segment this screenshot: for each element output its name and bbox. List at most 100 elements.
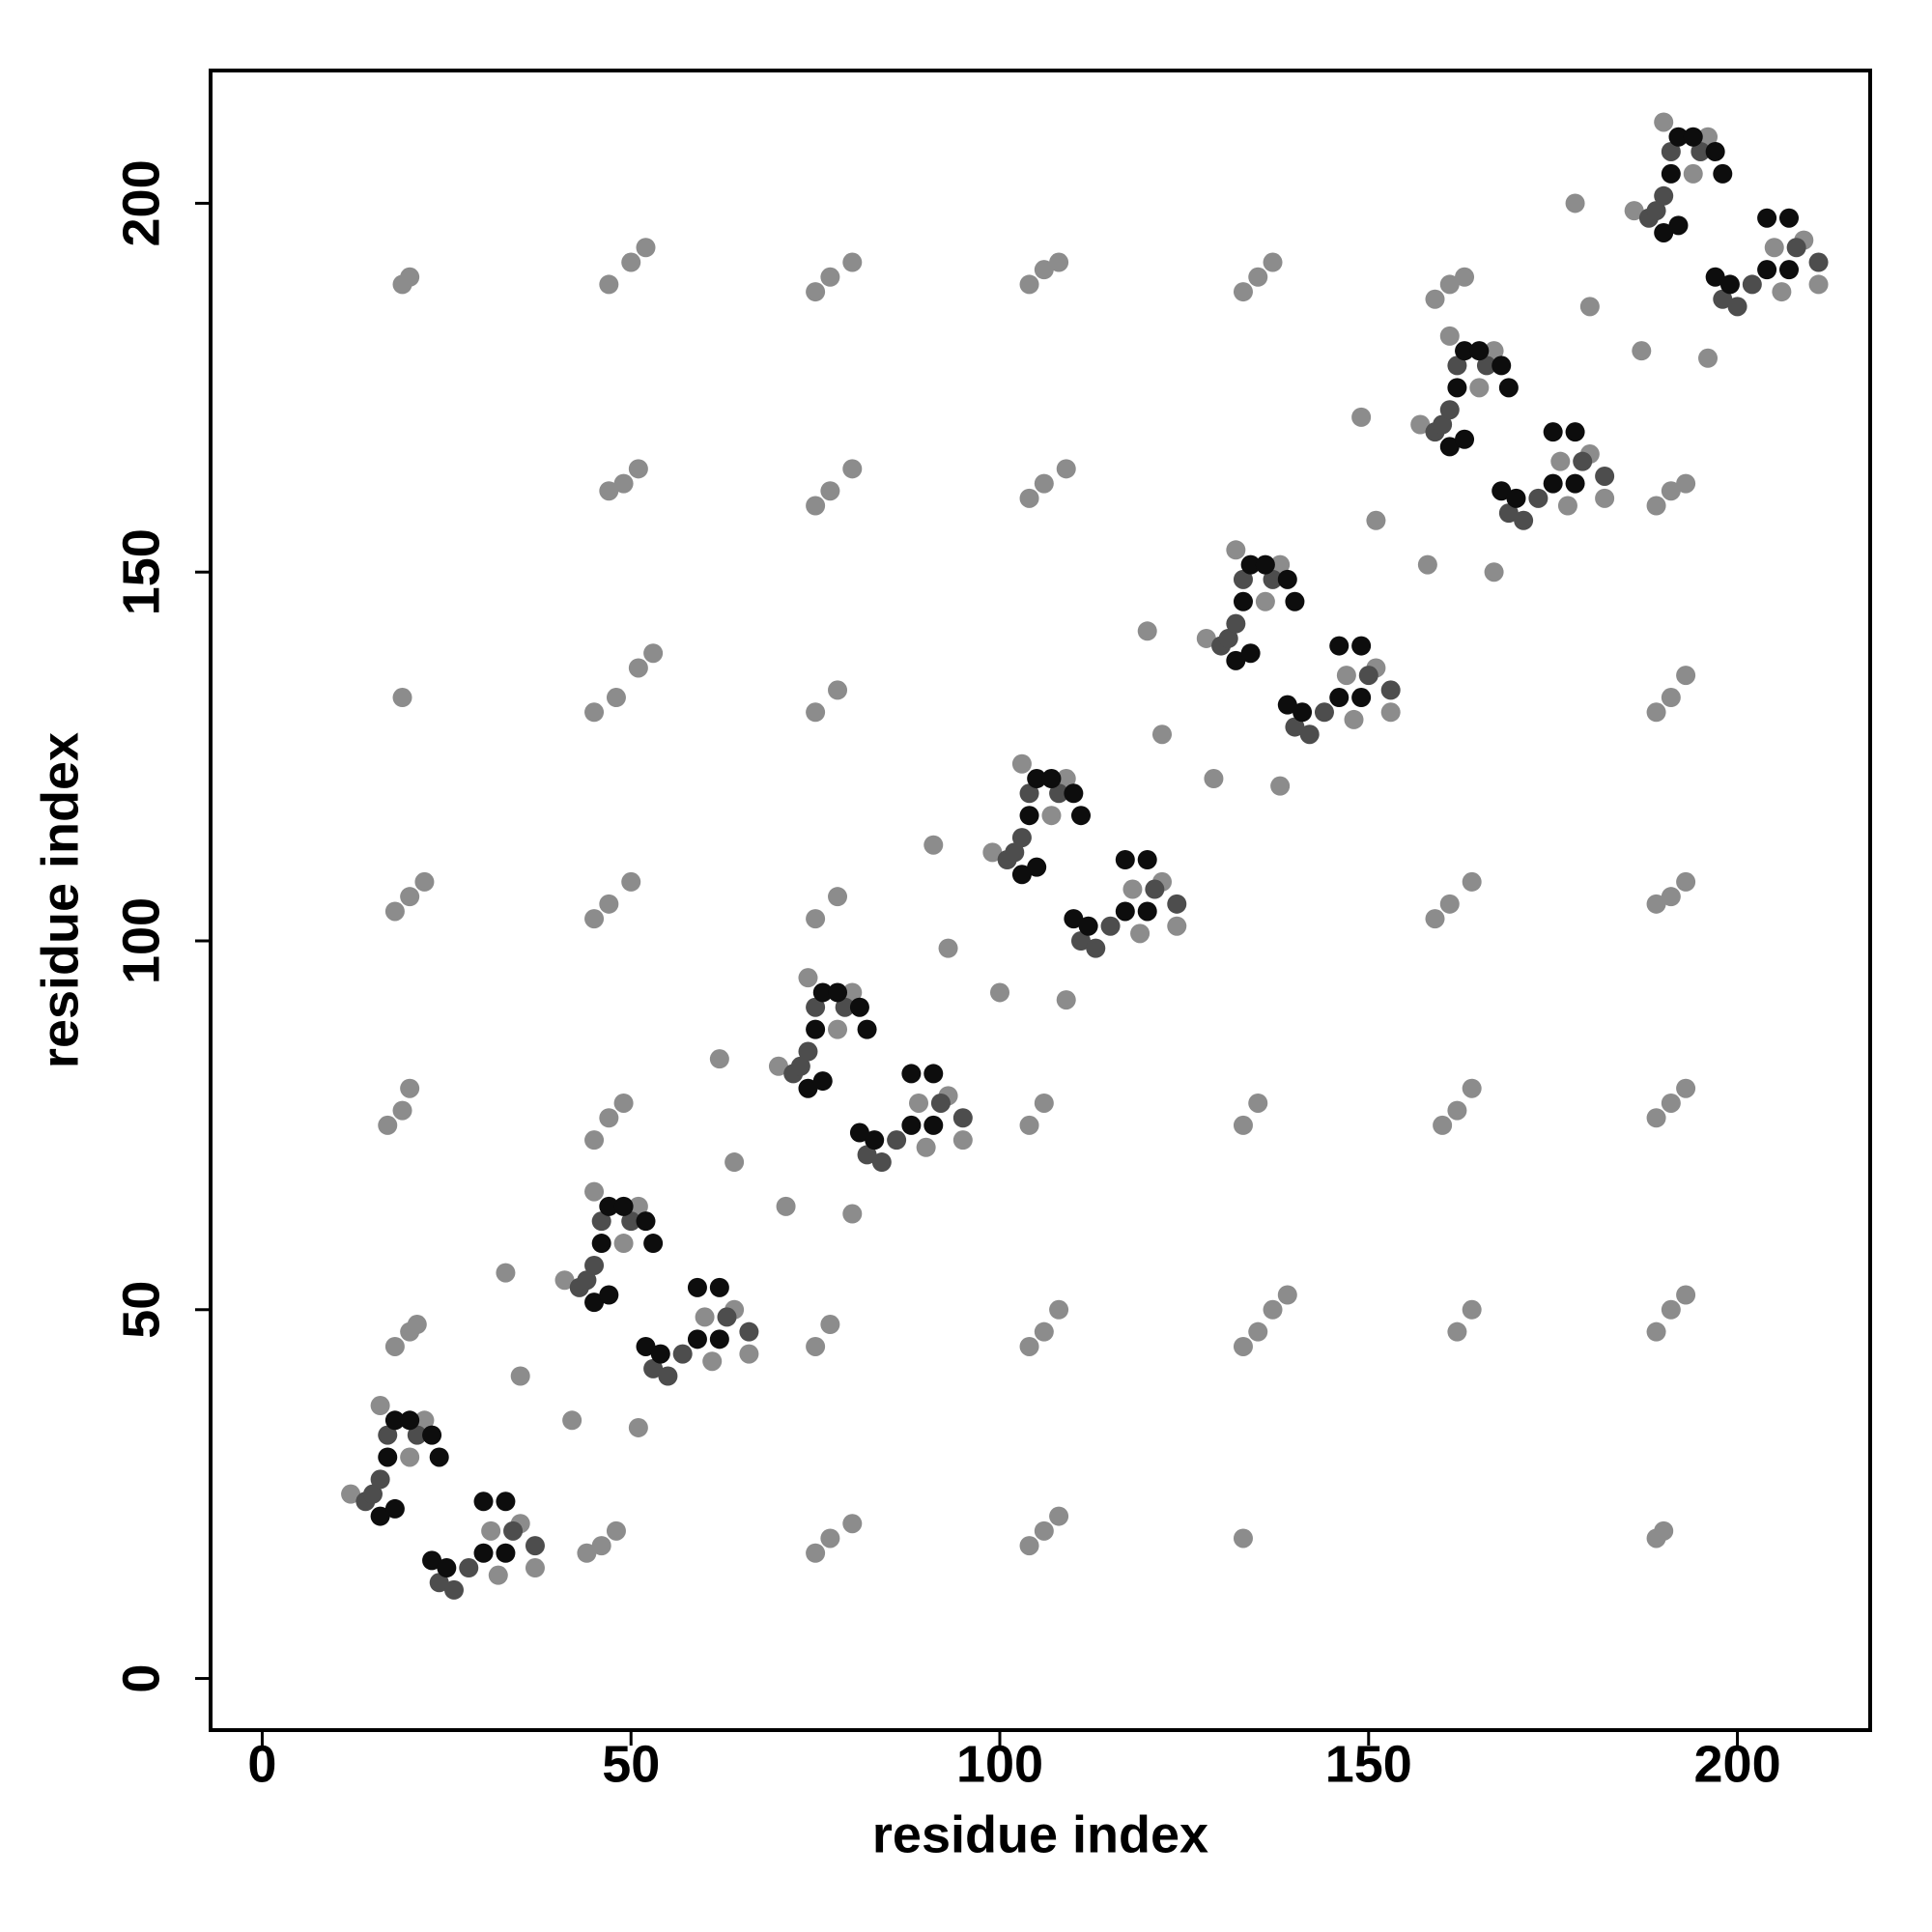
point	[1705, 141, 1725, 161]
point	[1462, 1299, 1482, 1320]
point	[1233, 1528, 1253, 1548]
point	[429, 1573, 449, 1593]
point	[1565, 422, 1585, 442]
point	[1226, 613, 1246, 634]
point	[768, 1056, 788, 1076]
point	[1484, 341, 1504, 361]
point	[1351, 636, 1372, 656]
point	[378, 1447, 398, 1467]
y-axis-title: residue index	[31, 732, 89, 1068]
point	[1661, 688, 1681, 708]
point	[1447, 355, 1467, 376]
point	[459, 1558, 479, 1578]
point	[1336, 666, 1356, 686]
point	[599, 894, 619, 914]
point	[562, 1410, 582, 1431]
point	[584, 1255, 605, 1275]
point	[1661, 887, 1681, 907]
point	[717, 1307, 737, 1327]
point	[1676, 666, 1696, 686]
point	[1277, 695, 1297, 715]
point	[370, 1469, 390, 1490]
point	[1439, 437, 1460, 457]
point	[1019, 1115, 1039, 1135]
point	[621, 1211, 641, 1232]
point	[599, 1108, 619, 1128]
point	[613, 1234, 634, 1254]
point	[1476, 355, 1496, 376]
point	[1654, 112, 1674, 132]
point	[1145, 879, 1165, 899]
point	[1808, 252, 1829, 272]
point	[577, 1270, 597, 1291]
point	[400, 887, 420, 907]
point	[1277, 569, 1297, 589]
point	[790, 1056, 810, 1076]
point	[1557, 496, 1577, 516]
point	[990, 982, 1010, 1003]
point	[1019, 488, 1039, 508]
point	[1455, 267, 1475, 287]
point	[1646, 1321, 1666, 1342]
point	[1772, 282, 1792, 302]
point	[599, 1196, 619, 1216]
point	[1646, 496, 1666, 516]
point	[577, 1543, 597, 1563]
point	[1595, 466, 1615, 486]
point	[400, 267, 420, 287]
point	[1011, 865, 1032, 885]
point	[1462, 871, 1482, 892]
point	[1248, 267, 1268, 287]
point	[1786, 238, 1806, 258]
point	[1263, 569, 1283, 589]
point	[1676, 1285, 1696, 1305]
point	[1380, 680, 1401, 700]
point	[613, 1196, 634, 1216]
point	[1218, 628, 1238, 648]
point	[1543, 473, 1563, 494]
point	[776, 1196, 796, 1216]
point	[429, 1447, 449, 1467]
point	[384, 1336, 405, 1356]
point	[1344, 709, 1364, 729]
point	[1498, 503, 1519, 524]
point	[384, 1498, 405, 1519]
point	[695, 1307, 715, 1327]
y-tick-label: 200	[112, 159, 170, 246]
point	[806, 1543, 826, 1563]
point	[473, 1543, 494, 1563]
point	[812, 982, 833, 1003]
point	[628, 658, 648, 678]
point	[806, 909, 826, 929]
point	[1498, 378, 1519, 398]
point	[481, 1520, 501, 1541]
point	[599, 481, 619, 501]
point	[842, 1204, 863, 1224]
point	[709, 1049, 729, 1069]
point	[1100, 916, 1121, 936]
point	[1351, 407, 1372, 427]
point	[1196, 628, 1216, 648]
point	[1676, 1078, 1696, 1098]
point	[1167, 894, 1187, 914]
point	[392, 1100, 412, 1121]
point	[1027, 769, 1047, 789]
point	[1285, 717, 1305, 737]
point	[1779, 208, 1800, 228]
point	[599, 1285, 619, 1305]
point	[384, 1410, 405, 1431]
point	[370, 1396, 390, 1416]
point	[1439, 274, 1460, 295]
point	[1314, 702, 1334, 723]
point	[1683, 163, 1703, 184]
point	[828, 887, 848, 907]
point	[378, 1425, 398, 1445]
y-tick-label: 50	[112, 1281, 170, 1339]
point	[1668, 127, 1689, 147]
point	[1410, 414, 1431, 435]
point	[930, 1093, 951, 1113]
point	[1447, 1321, 1467, 1342]
point	[1034, 260, 1054, 280]
point	[849, 997, 869, 1017]
point	[1049, 783, 1069, 804]
